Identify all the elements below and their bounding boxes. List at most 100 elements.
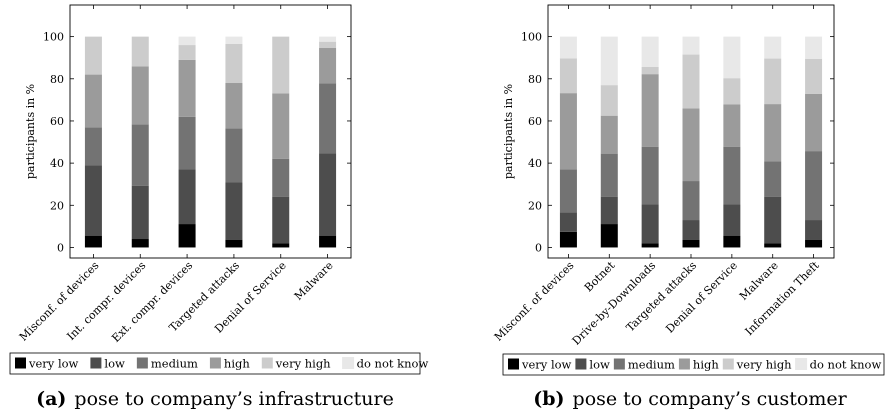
caption-label: (b) [533,388,564,410]
legend-swatch [508,358,519,370]
legend-label: very low [521,358,572,372]
legend-label: very high [736,358,792,372]
y-tick-label: 80 [528,73,542,86]
y-tick-label: 40 [50,157,64,170]
legend-swatch [15,357,26,369]
bar-segment [805,151,823,221]
bar-segment [764,161,782,197]
bar-segment [805,220,823,240]
bar-segment [723,204,741,236]
bar-segment [225,36,243,45]
bar-segment [723,104,741,147]
bar-segment [641,243,659,248]
bar-segment [723,36,741,79]
bar-segment [131,66,149,125]
bar-segment [723,78,741,105]
bar-segment [559,93,577,170]
bar-segment [225,128,243,183]
legend-swatch [678,358,690,370]
category-label: Denial of Service [663,259,740,336]
bar-segment [178,116,196,170]
bar-segment [764,243,782,248]
bar-segment [84,36,102,75]
bar-segment [225,239,243,248]
bar-segment [84,235,102,248]
bar-segment [600,115,618,154]
legend-label: low [104,357,125,371]
y-tick-label: 40 [528,157,542,170]
caption-label: (a) [36,388,66,410]
bar-segment [131,124,149,186]
bar-segment [178,36,196,46]
bar-segment [84,74,102,128]
y-tick-label: 20 [50,199,64,212]
bar-segment [272,93,290,159]
y-tick-label: 0 [57,241,64,254]
bar-segment [600,85,618,116]
legend-label: very low [28,357,79,371]
bar-segment [641,66,659,75]
y-tick-label: 80 [50,73,64,86]
bar-segment [272,243,290,248]
y-axis-label: participants in % [24,84,37,179]
bar-segment [641,146,659,205]
bar-segment [319,41,337,49]
caption-text: pose to company’s customer [573,388,848,410]
bar-segment [319,83,337,154]
bar-segment [225,83,243,129]
chart-caption: (a) pose to company’s infrastructure [36,388,394,410]
category-label: Int. compr. devices [64,259,148,343]
category-label: Misconf. of devices [17,259,102,344]
bar-segment [84,165,102,236]
bar-segment [131,36,149,67]
bar-segment [178,59,196,117]
bar-segment [559,231,577,248]
bar-segment [723,146,741,205]
bar-segment [600,36,618,86]
y-tick-label: 100 [521,31,542,44]
y-tick-label: 60 [50,115,64,128]
legend-label: very high [275,357,331,371]
category-label: Malware [292,259,336,303]
bar-segment [319,153,337,236]
bar-segment [641,204,659,244]
category-label: Ext. compr. devices [109,259,195,345]
bar-segment [641,36,659,67]
bar-segment [764,104,782,162]
bar-segment [682,54,700,109]
bar-segment [178,45,196,60]
category-label: Information Theft [743,259,823,339]
bar-segment [723,235,741,248]
bar-segment [319,48,337,84]
legend-swatch [795,358,808,370]
category-label: Misconf. of devices [492,259,577,344]
legend-label: high [693,358,719,372]
bar-segment [805,58,823,94]
bar-segment [272,158,290,197]
bar-segment [805,93,823,152]
bar-segment [319,36,337,42]
y-tick-label: 100 [43,31,64,44]
bar-segment [178,224,196,248]
y-tick-label: 20 [528,199,542,212]
y-tick-label: 60 [528,115,542,128]
bar-segment [682,36,700,55]
category-label: Targeted attacks [624,259,700,335]
legend-label: high [224,357,250,371]
bar-segment [131,239,149,248]
bar-segment [225,182,243,240]
bar-segment [272,196,290,244]
bar-segment [805,36,823,59]
bar-segment [559,58,577,94]
caption-text: pose to company’s infrastructure [74,388,393,410]
bar-segment [559,212,577,232]
bar-segment [84,127,102,166]
bar-segment [600,196,618,225]
legend-label: do not know [810,358,882,372]
bar-segment [682,108,700,182]
legend-swatch [261,357,273,369]
legend-swatch [90,357,102,369]
bar-segment [682,181,700,221]
